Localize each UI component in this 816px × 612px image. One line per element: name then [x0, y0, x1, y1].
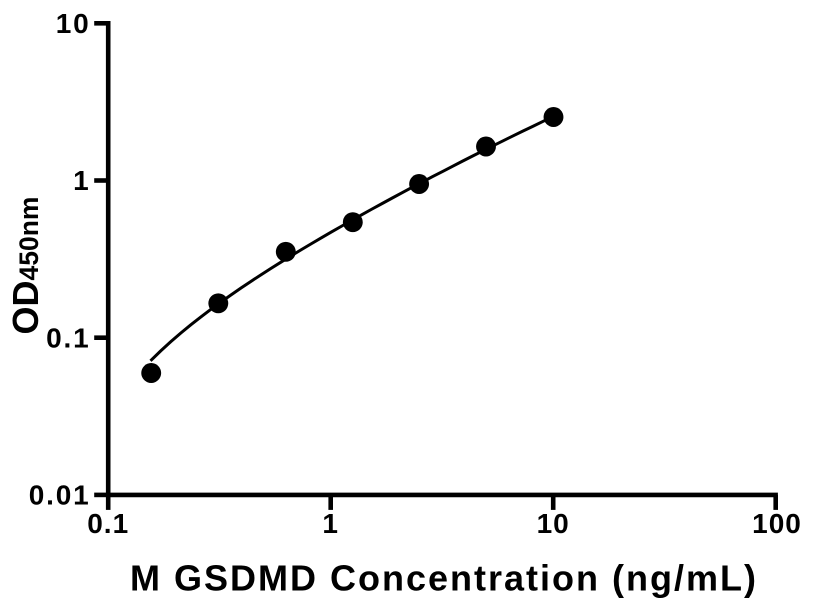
- svg-text:10: 10: [537, 508, 570, 539]
- svg-text:10: 10: [56, 8, 91, 39]
- svg-text:0.1: 0.1: [87, 508, 129, 539]
- svg-text:0.1: 0.1: [46, 322, 90, 353]
- svg-text:1: 1: [73, 165, 90, 196]
- svg-text:0.01: 0.01: [29, 480, 91, 511]
- svg-text:100: 100: [752, 508, 802, 539]
- svg-text:M GSDMD Concentration (ng/mL): M GSDMD Concentration (ng/mL): [130, 558, 758, 599]
- svg-text:1: 1: [322, 508, 339, 539]
